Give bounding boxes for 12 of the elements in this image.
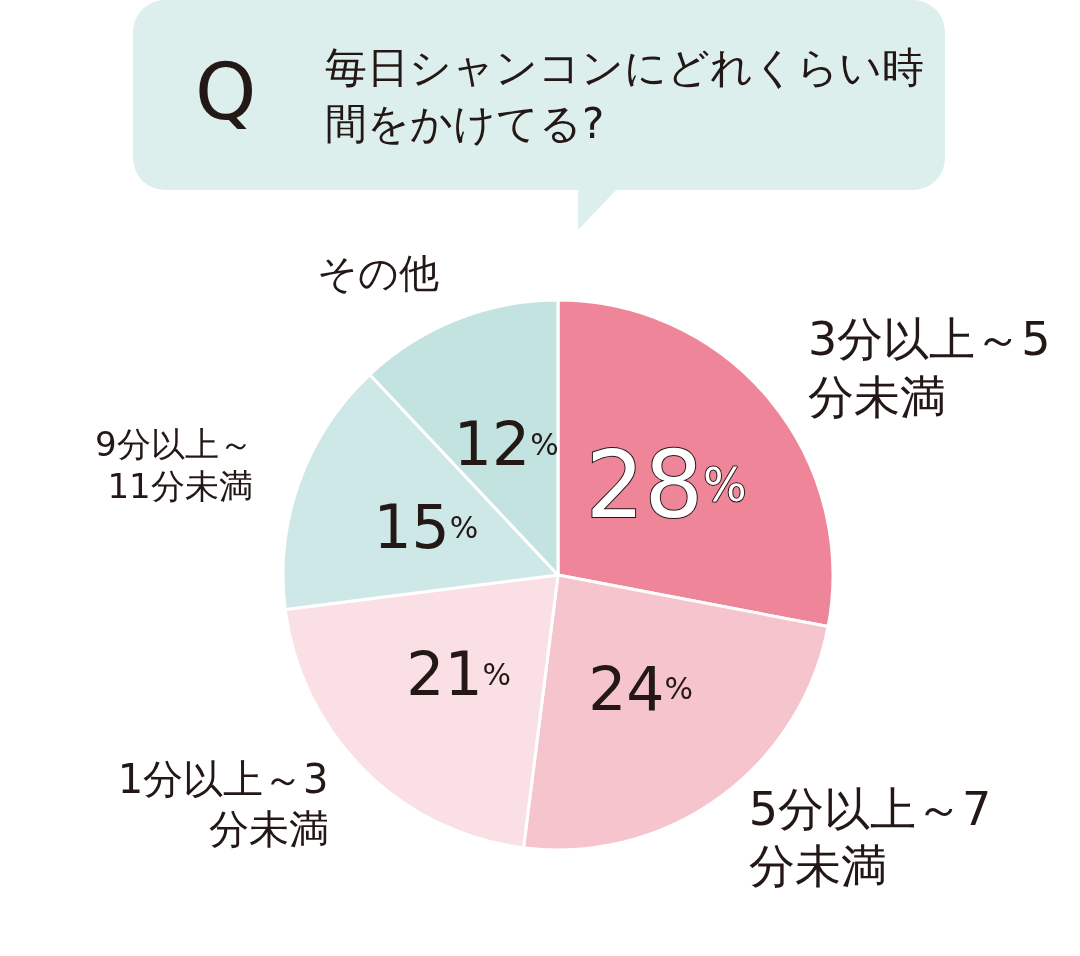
slice-label: 1分以上～3分未満 — [117, 756, 329, 853]
slice-label: 9分以上～11分未満 — [95, 423, 253, 507]
data-label: 21% — [406, 639, 512, 710]
data-label: 12% — [453, 409, 559, 480]
text: Q — [195, 46, 257, 139]
slice-label: その他 — [316, 250, 439, 297]
slice-label: 5分以上～7分未満 — [748, 781, 992, 894]
data-label: 24% — [588, 653, 694, 724]
data-label: 28% — [585, 431, 747, 539]
slice-label: 3分以上～5分未満 — [808, 312, 1051, 424]
data-label: 15% — [373, 492, 479, 563]
chart-title: 毎日シャンコンにどれくらい時間をかけてる? — [325, 42, 925, 150]
